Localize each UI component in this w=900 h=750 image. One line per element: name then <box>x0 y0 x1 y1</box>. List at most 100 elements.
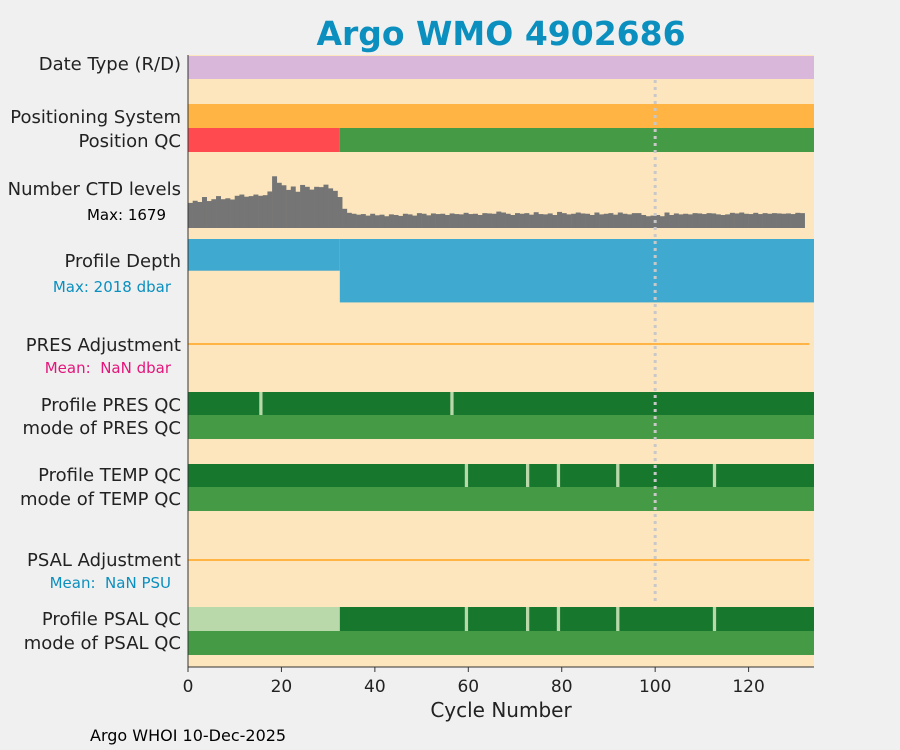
row-labels: Date Type (R/D) Positioning System Posit… <box>8 54 181 654</box>
profile-pres-qc-bar <box>188 392 814 415</box>
ctd-level-bar-129 <box>785 213 791 228</box>
x-tick-label-80: 80 <box>551 677 573 697</box>
ctd-level-bar-77 <box>543 214 549 228</box>
mode-psal-qc-bar <box>188 631 814 655</box>
ctd-level-bar-27 <box>309 189 315 228</box>
ctd-level-bar-10 <box>230 199 236 228</box>
ctd-level-bar-6 <box>211 199 217 228</box>
chart-title: Argo WMO 4902686 <box>316 14 685 53</box>
ctd-level-bar-17 <box>262 195 268 228</box>
ctd-level-bar-60 <box>463 212 469 228</box>
ctd-level-bar-88 <box>594 212 600 228</box>
ctd-level-bar-35 <box>346 212 352 228</box>
ctd-level-bar-125 <box>767 213 773 228</box>
ctd-level-bar-11 <box>234 195 240 228</box>
ctd-level-bar-90 <box>603 213 609 228</box>
ctd-level-bar-21 <box>281 185 287 228</box>
ctd-level-bar-37 <box>356 214 362 228</box>
ctd-level-bar-38 <box>360 214 366 228</box>
ctd-level-bar-91 <box>608 213 614 228</box>
profile-depth-segment-1 <box>339 239 814 303</box>
ctd-level-bar-25 <box>300 184 306 228</box>
label-psal-adjustment: PSAL Adjustment <box>27 550 181 571</box>
ctd-level-bar-45 <box>393 214 399 228</box>
profile-psal-qc-bar <box>339 607 814 631</box>
ctd-level-bar-57 <box>449 213 455 228</box>
ctd-level-bar-87 <box>589 214 595 228</box>
ctd-level-bar-101 <box>655 214 661 228</box>
ctd-level-bar-82 <box>566 214 572 228</box>
ctd-level-bar-24 <box>295 191 301 228</box>
ctd-level-bar-54 <box>435 214 441 228</box>
ctd-level-bar-33 <box>337 197 343 228</box>
ctd-level-bar-62 <box>472 213 478 228</box>
plot-background <box>188 55 814 667</box>
ctd-level-bar-18 <box>267 191 273 228</box>
ctd-level-bar-8 <box>220 199 226 228</box>
ctd-level-bar-80 <box>557 211 563 228</box>
ctd-level-bar-114 <box>715 214 721 228</box>
label-ctd-levels: Number CTD levels <box>8 179 181 200</box>
ctd-level-bar-50 <box>416 213 422 228</box>
ctd-level-bar-44 <box>388 214 394 228</box>
ctd-level-bar-71 <box>515 213 520 228</box>
ctd-level-bar-113 <box>711 213 717 228</box>
mode-pres-qc-bar <box>188 415 814 439</box>
ctd-level-bar-94 <box>622 213 628 228</box>
label-profile-pres-qc: Profile PRES QC <box>41 395 181 416</box>
ctd-level-bar-86 <box>585 213 591 228</box>
ctd-level-bar-95 <box>627 214 633 228</box>
profile-psal-qc-gap-1 <box>525 607 530 631</box>
ctd-level-bar-63 <box>477 214 483 228</box>
ctd-level-bar-68 <box>501 212 506 228</box>
profile-temp-qc-bar <box>188 464 814 487</box>
ctd-level-bar-42 <box>379 214 385 228</box>
ctd-level-bar-131 <box>795 212 801 228</box>
ctd-level-bar-130 <box>790 214 796 228</box>
ctd-level-bar-103 <box>664 212 670 228</box>
ctd-level-bar-7 <box>216 196 222 228</box>
label-positioning-system: Positioning System <box>10 107 181 128</box>
label-pres-mean: Mean: NaN dbar <box>45 359 172 377</box>
ctd-level-bar-39 <box>365 215 371 228</box>
ctd-level-bar-52 <box>426 215 432 228</box>
ctd-level-bar-119 <box>739 212 745 228</box>
ctd-level-bar-26 <box>304 186 310 228</box>
ctd-level-bar-3 <box>197 201 203 228</box>
label-profile-psal-qc: Profile PSAL QC <box>42 609 181 630</box>
ctd-level-bar-96 <box>631 213 637 228</box>
ctd-level-bar-65 <box>486 213 492 228</box>
ctd-level-bar-15 <box>253 194 259 228</box>
ctd-level-bar-116 <box>725 214 731 228</box>
x-axis-label: Cycle Number <box>430 698 572 722</box>
x-tick-label-40: 40 <box>364 677 386 697</box>
label-mode-temp-qc: mode of TEMP QC <box>20 489 181 510</box>
ctd-level-bar-78 <box>547 213 553 228</box>
profile-psal-qc-gap-0 <box>464 607 469 631</box>
profile-depth-segment-0 <box>188 239 340 271</box>
plot-marks <box>188 56 814 655</box>
label-profile-temp-qc: Profile TEMP QC <box>38 465 181 486</box>
ctd-level-bar-109 <box>692 213 698 228</box>
x-tick-label-20: 20 <box>271 677 293 697</box>
profile-temp-qc-gap-4 <box>712 464 717 487</box>
ctd-level-bar-123 <box>757 214 763 228</box>
ctd-level-bar-105 <box>673 213 679 228</box>
label-psal-mean: Mean: NaN PSU <box>50 574 171 592</box>
profile-temp-qc-gap-0 <box>464 464 469 487</box>
ctd-level-bar-106 <box>678 214 684 228</box>
ctd-level-bar-16 <box>258 195 264 228</box>
ctd-level-bar-66 <box>491 213 497 228</box>
ctd-level-bar-20 <box>276 182 282 228</box>
label-depth-max: Max: 2018 dbar <box>53 278 172 296</box>
mode-temp-qc-bar <box>188 487 814 511</box>
position-qc-segment-0 <box>188 128 340 152</box>
ctd-level-bar-99 <box>645 216 651 228</box>
ctd-level-bar-102 <box>659 216 665 228</box>
ctd-level-bar-104 <box>669 214 675 228</box>
ctd-level-bar-9 <box>225 198 231 228</box>
ctd-level-bar-51 <box>421 213 427 228</box>
ctd-level-bar-76 <box>538 214 544 228</box>
ctd-level-bar-73 <box>524 213 530 228</box>
